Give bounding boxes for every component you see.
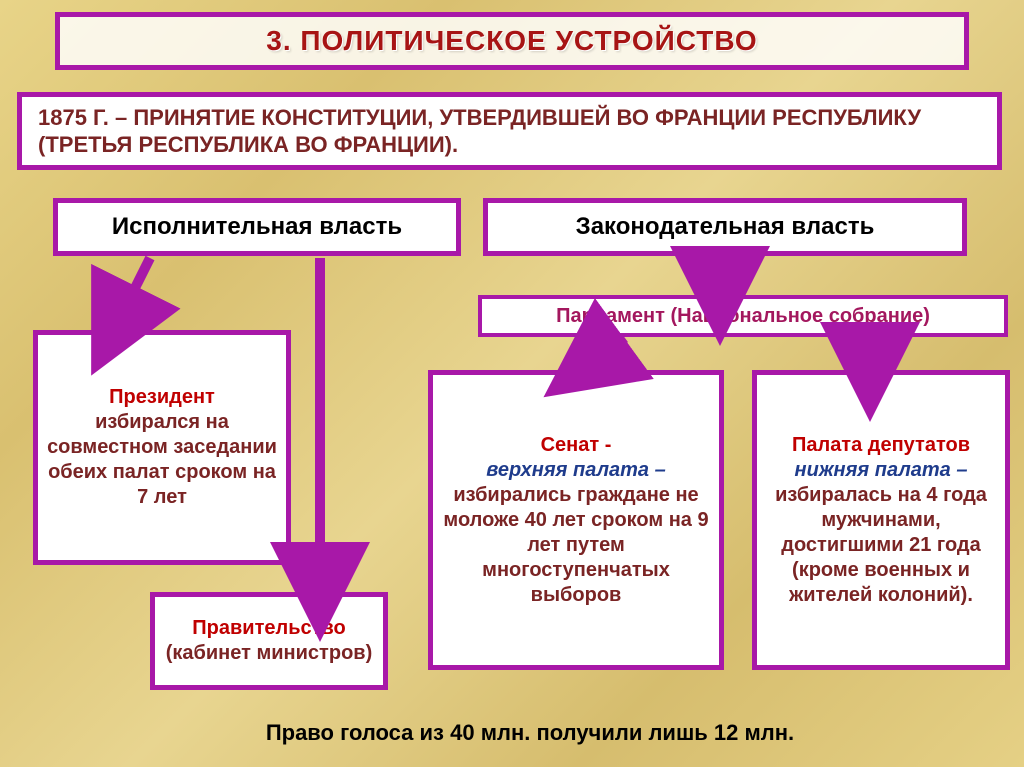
senate-content: Сенат - верхняя палата – избирались граж…	[441, 433, 711, 608]
subtitle-box: 1875 Г. – ПРИНЯТИЕ КОНСТИТУЦИИ, УТВЕРДИВ…	[17, 92, 1002, 170]
government-box: Правительство (кабинет министров)	[150, 592, 388, 690]
deputies-body: избиралась на 4 года мужчинами, достигши…	[775, 484, 987, 606]
executive-box: Исполнительная власть	[53, 198, 461, 256]
subtitle-text: 1875 Г. – ПРИНЯТИЕ КОНСТИТУЦИИ, УТВЕРДИВ…	[38, 104, 989, 159]
title-box: 3. ПОЛИТИЧЕСКОЕ УСТРОЙСТВО	[55, 12, 969, 70]
title-text: 3. ПОЛИТИЧЕСКОЕ УСТРОЙСТВО	[266, 25, 757, 57]
president-box: Президент избирался на совместном заседа…	[33, 330, 291, 565]
senate-sub: верхняя палата –	[486, 459, 665, 481]
deputies-content: Палата депутатов нижняя палата – избирал…	[765, 433, 997, 608]
government-title: Правительство	[192, 617, 345, 639]
parliament-box: Парламент (Национальное собрание)	[478, 295, 1008, 337]
senate-body: избирались граждане не моложе 40 лет сро…	[443, 484, 708, 606]
senate-title: Сенат -	[541, 434, 612, 456]
government-body: (кабинет министров)	[166, 642, 373, 664]
president-body: избирался на совместном заседании обеих …	[47, 411, 277, 508]
government-content: Правительство (кабинет министров)	[166, 616, 373, 666]
legislative-box: Законодательная власть	[483, 198, 967, 256]
footer-text: Право голоса из 40 млн. получили лишь 12…	[120, 720, 940, 746]
deputies-sub: нижняя палата –	[795, 459, 968, 481]
senate-box: Сенат - верхняя палата – избирались граж…	[428, 370, 724, 670]
parliament-label: Парламент (Национальное собрание)	[556, 305, 930, 328]
deputies-box: Палата депутатов нижняя палата – избирал…	[752, 370, 1010, 670]
deputies-title: Палата депутатов	[792, 434, 970, 456]
president-content: Президент избирался на совместном заседа…	[46, 385, 278, 510]
president-title: Президент	[109, 386, 215, 408]
legislative-label: Законодательная власть	[576, 213, 875, 241]
executive-label: Исполнительная власть	[112, 213, 402, 241]
